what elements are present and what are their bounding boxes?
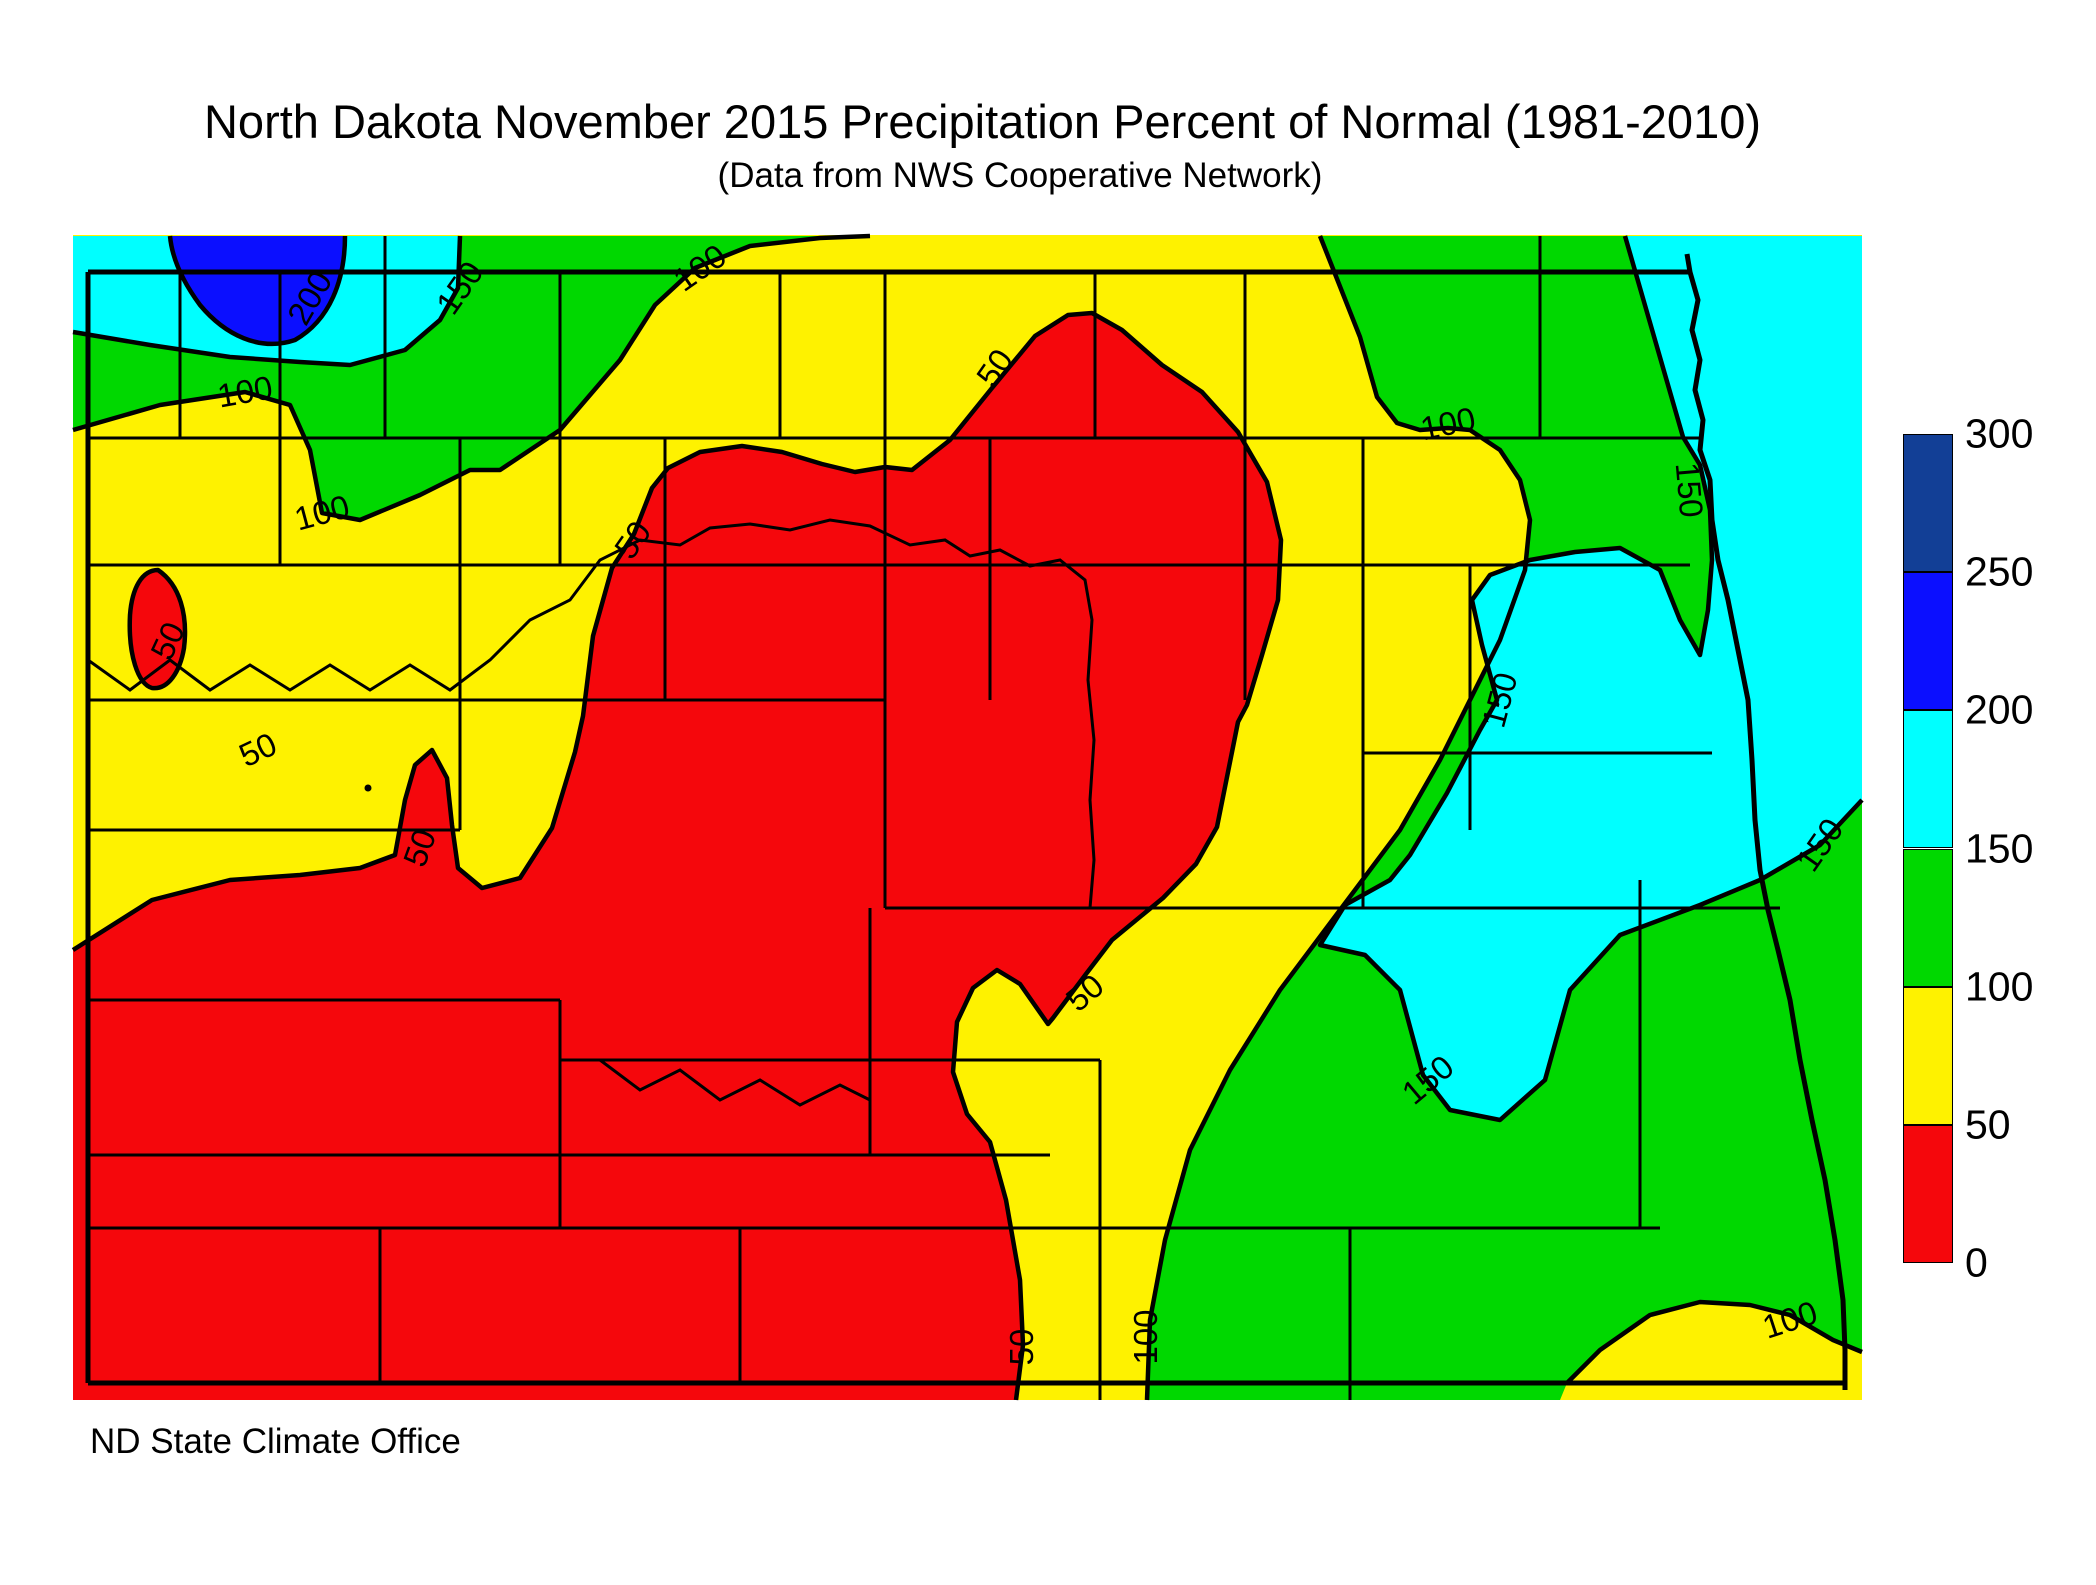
station-dot: [364, 784, 372, 792]
legend-segment-blue: [1903, 572, 1953, 711]
contour-label-50: 50: [1003, 1328, 1040, 1366]
contour-label-150: 150: [1668, 460, 1711, 519]
legend-tick-300: 300: [1965, 410, 2034, 457]
credit-text: ND State Climate Office: [90, 1422, 461, 1461]
legend-tick-100: 100: [1965, 963, 2034, 1010]
legend-tick-150: 150: [1965, 825, 2034, 871]
legend-tick-50: 50: [1965, 1101, 2011, 1148]
page-title: North Dakota November 2015 Precipitation…: [203, 95, 1761, 148]
band-red-central: [73, 313, 1281, 1400]
legend-segment-green: [1903, 848, 1953, 987]
legend-tick-200: 200: [1965, 686, 2034, 733]
contour-label-100: 100: [1127, 1309, 1164, 1365]
legend-tick-250: 250: [1965, 548, 2034, 595]
legend-segment-red: [1903, 1124, 1953, 1263]
color-scale-legend: 300 250 200 150 100 50 0: [1903, 411, 2033, 1286]
legend-tick-0: 0: [1965, 1239, 1988, 1286]
contour-lines: [71, 233, 1864, 1401]
legend-segment-cyan: [1903, 710, 1953, 849]
band-red-small-blob: [129, 570, 185, 689]
red-river-border: [1684, 253, 1848, 1390]
legend-segment-navy: [1903, 434, 1953, 573]
legend-segment-yellow: [1903, 986, 1953, 1125]
state-border: [85, 253, 1848, 1390]
page-subtitle: (Data from NWS Cooperative Network): [717, 156, 1323, 195]
band-cyan-east: [1320, 236, 1862, 1120]
